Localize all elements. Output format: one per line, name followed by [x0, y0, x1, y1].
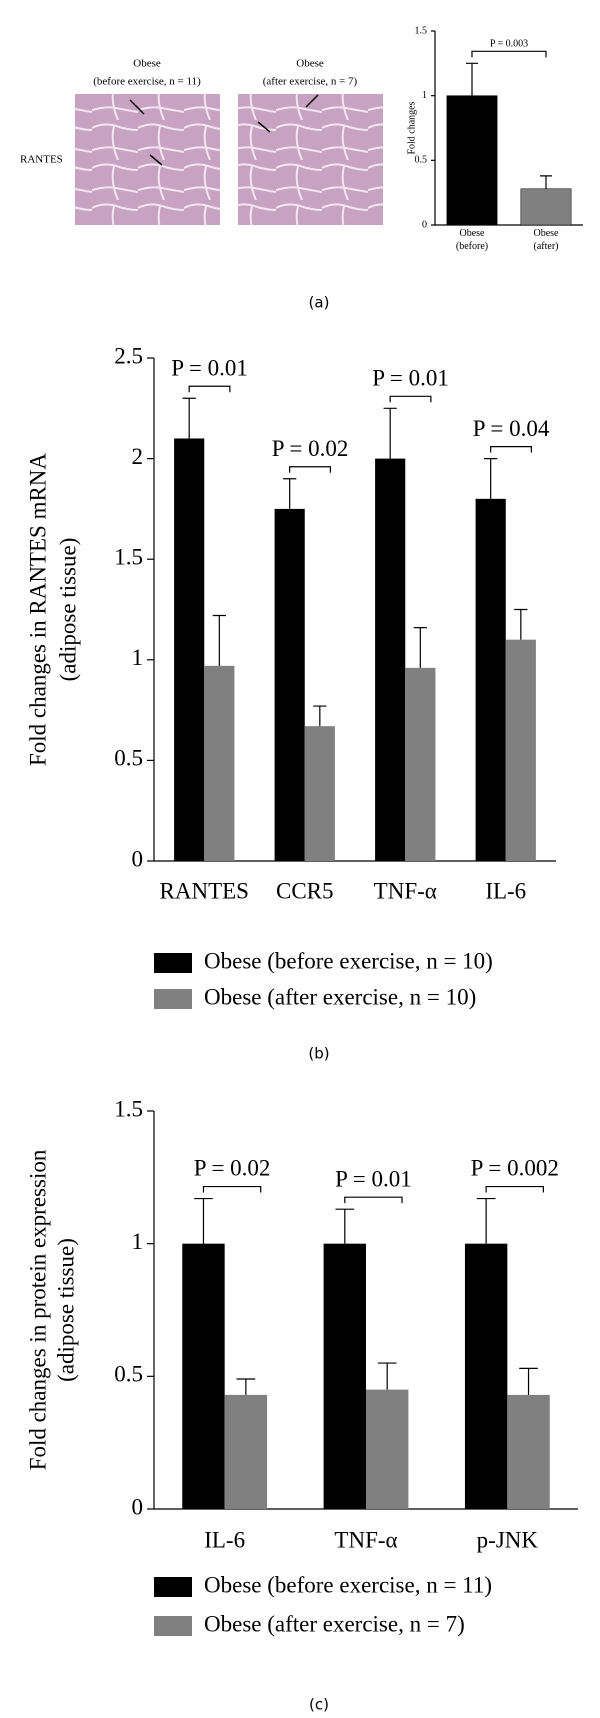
error-bar — [383, 407, 397, 459]
p-value-annotation: P = 0.01 — [171, 355, 248, 380]
y-tick-label: 1.5 — [415, 25, 428, 36]
error-bar — [519, 1367, 538, 1395]
p-value-annotation: P = 0.01 — [335, 1166, 412, 1191]
y-axis-label: Fold changes — [406, 101, 417, 154]
bar — [507, 1394, 550, 1509]
x-tick-label-box: Obese (after) — [533, 228, 559, 252]
error-bar — [413, 627, 427, 668]
y-tick-label: 0 — [422, 219, 427, 230]
x-tick-label: IL-6 — [204, 1527, 245, 1552]
x-tick-label: p-JNK — [477, 1527, 539, 1552]
significance-bracket — [202, 1185, 262, 1193]
bar — [304, 726, 335, 861]
y-tick-label: 0.5 — [114, 1362, 143, 1387]
y-tick-label: 0 — [132, 1494, 144, 1519]
error-bar — [194, 1197, 213, 1244]
significance-bracket — [188, 385, 231, 393]
error-bar — [335, 1208, 355, 1244]
y-tick-label: 2.5 — [114, 343, 143, 368]
error-bar — [484, 458, 498, 499]
panel-label: (b) — [308, 1045, 329, 1063]
bar — [224, 1394, 268, 1509]
bar — [204, 665, 235, 861]
bar — [520, 188, 572, 226]
legend-swatch — [154, 989, 192, 1009]
p-value-annotation: P = 0.04 — [473, 416, 550, 441]
panel-label: (c) — [309, 1696, 329, 1714]
x-tick-label: IL-6 — [485, 878, 526, 903]
p-value-annotation: P = 0.003 — [490, 39, 528, 50]
error-bar — [539, 175, 553, 189]
significance-bracket — [344, 1196, 403, 1204]
bar — [446, 95, 498, 226]
error-bar — [313, 705, 327, 727]
micrograph-subtitle: (before exercise, n = 11) — [93, 76, 201, 88]
y-tick-label: 2 — [132, 444, 144, 469]
error-bar — [465, 62, 479, 96]
legend-label: Obese (before exercise, n = 11) — [204, 1572, 492, 1597]
p-value-annotation: P = 0.02 — [194, 1156, 271, 1181]
bar — [475, 498, 506, 861]
legend-swatch — [154, 1577, 192, 1597]
micrograph — [238, 94, 383, 225]
arrows — [129, 94, 319, 166]
micrograph-title: Obese — [133, 58, 161, 70]
significance-bracket — [289, 466, 331, 473]
y-axis-label: Fold changes in protein expression — [25, 1149, 50, 1470]
p-value-annotation: P = 0.002 — [471, 1156, 559, 1181]
y-tick-label: 1.5 — [114, 544, 143, 569]
x-tick-label: RANTES — [160, 878, 249, 903]
y-axis-label: (adipose tissue) — [55, 538, 80, 682]
p-value-annotation: P = 0.02 — [272, 436, 349, 461]
x-tick-label: Obese (before) — [455, 228, 489, 252]
bar — [464, 1243, 508, 1509]
bar — [405, 667, 436, 861]
y-tick-label: 1.5 — [114, 1096, 143, 1121]
significance-bracket — [389, 395, 432, 403]
bar — [375, 458, 406, 861]
y-axis-label: (adipose tissue) — [53, 1238, 78, 1382]
error-bar — [182, 397, 196, 439]
panel-label: (a) — [309, 294, 330, 312]
bar — [505, 639, 536, 861]
error-bar — [283, 478, 297, 509]
bar — [366, 1389, 409, 1509]
legend-label: Obese (after exercise, n = 7) — [204, 1611, 465, 1636]
error-bar — [476, 1197, 496, 1244]
bar — [323, 1243, 366, 1509]
significance-bracket — [490, 446, 532, 453]
error-bar — [514, 608, 528, 640]
significance-bracket — [471, 50, 547, 58]
error-bar — [236, 1378, 256, 1395]
y-tick-label: 1 — [132, 1229, 144, 1254]
row-label: RANTES — [20, 154, 63, 166]
x-tick-label-box: Obese (before) — [455, 228, 489, 252]
micrograph-subtitle: (after exercise, n = 7) — [263, 76, 358, 88]
y-tick-label: 0.5 — [114, 746, 143, 771]
p-value-annotation: P = 0.01 — [372, 365, 449, 390]
error-bar — [377, 1362, 397, 1390]
y-tick-label: 1 — [132, 645, 144, 670]
y-tick-label: 0 — [132, 846, 144, 871]
micrograph — [75, 94, 220, 225]
legend-label: Obese (before exercise, n = 10) — [204, 948, 493, 973]
x-tick-label: TNF-α — [374, 878, 437, 903]
error-bar — [212, 614, 226, 666]
y-tick-label: 1 — [422, 90, 427, 101]
x-tick-label: TNF-α — [334, 1527, 397, 1552]
bar — [182, 1243, 225, 1509]
micrograph-title: Obese — [296, 58, 324, 70]
bar — [174, 438, 205, 861]
y-tick-label: 0.5 — [415, 155, 428, 166]
x-tick-label: Obese (after) — [533, 228, 559, 252]
bar — [274, 508, 305, 861]
legend-label: Obese (after exercise, n = 10) — [204, 984, 476, 1009]
significance-bracket — [485, 1185, 544, 1193]
legend-swatch — [154, 1616, 192, 1636]
y-axis-label: Fold changes in RANTES mRNA — [25, 453, 50, 766]
legend-swatch — [154, 953, 192, 973]
x-tick-label: CCR5 — [276, 878, 334, 903]
